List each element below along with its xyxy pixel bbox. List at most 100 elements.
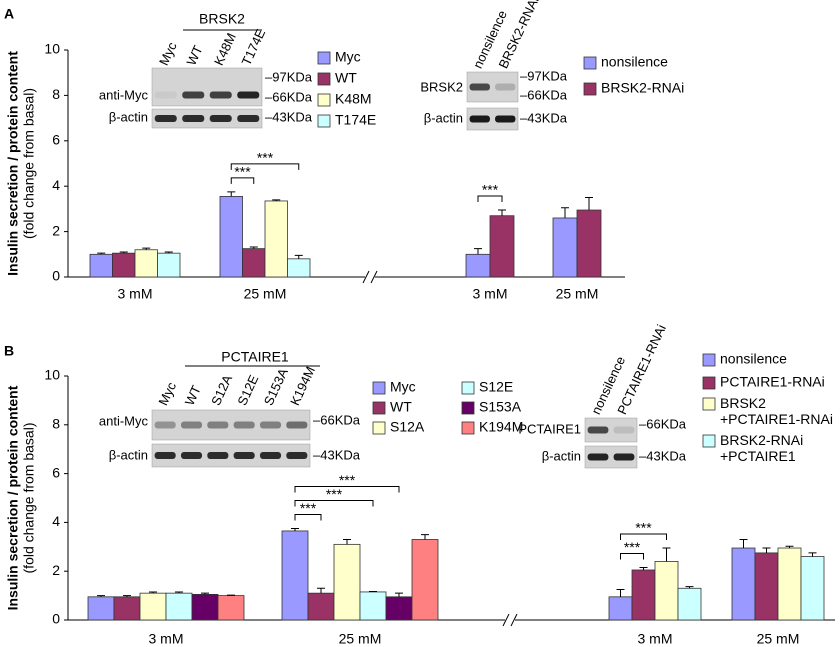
legend-swatch — [461, 381, 475, 395]
blot-marker: –66KDa — [639, 416, 687, 431]
significance-bracket — [620, 553, 644, 560]
bar — [465, 253, 491, 278]
legend-swatch — [372, 381, 386, 395]
x-tick-label: 25 mM — [244, 286, 287, 302]
blot-lane-label: Myc — [156, 39, 180, 67]
bar — [385, 596, 413, 621]
bar — [754, 552, 779, 621]
legend-label: S153A — [479, 399, 522, 415]
error-bar — [164, 251, 173, 254]
x-tick-label: 3 mM — [118, 286, 153, 302]
blot-marker: –97KDa — [265, 69, 313, 84]
blot-lane-label: WT — [183, 43, 205, 68]
significance-bracket — [230, 177, 255, 184]
blot-band — [469, 83, 490, 91]
blot-row-label: anti-Myc — [99, 413, 149, 428]
bar — [631, 569, 656, 621]
error-bar — [639, 567, 648, 570]
blot-band — [237, 91, 260, 99]
y-tick-label: 4 — [52, 177, 60, 193]
error-bar — [808, 552, 817, 557]
blot-band — [286, 452, 308, 459]
x-tick-label: 25 mM — [339, 631, 382, 647]
significance-bracket — [294, 486, 400, 493]
significance-label: *** — [624, 539, 641, 555]
legend-swatch — [317, 93, 331, 107]
x-tick-label: 25 mM — [556, 286, 599, 302]
bar — [139, 592, 167, 621]
bar — [191, 593, 219, 621]
y-axis-label: (fold change from basal) — [21, 423, 37, 574]
blot-panel — [151, 443, 311, 468]
x-tick-label: 25 mM — [757, 631, 800, 647]
error-bar — [343, 538, 351, 545]
significance-label: *** — [300, 500, 317, 516]
blot-band — [233, 452, 255, 459]
panel-label: A — [4, 6, 14, 22]
blot-band — [587, 453, 609, 461]
legend-label: S12A — [390, 419, 425, 435]
error-bar — [97, 252, 106, 255]
bar — [731, 547, 756, 621]
error-bar — [142, 247, 151, 250]
blot-band — [182, 115, 205, 122]
panel-label: B — [4, 343, 14, 359]
bar — [411, 539, 439, 621]
blot-band — [207, 421, 229, 429]
bar — [219, 196, 243, 278]
legend-swatch — [583, 56, 597, 70]
bar — [800, 556, 825, 621]
y-tick-label: 4 — [52, 513, 60, 529]
blot-band — [286, 421, 308, 429]
blot-marker: –97KDa — [520, 68, 568, 83]
y-tick-label: 0 — [52, 268, 60, 284]
blot-band — [209, 91, 232, 99]
blot-lane-label: Myc — [155, 379, 179, 407]
axis-break — [502, 613, 510, 627]
blot-band — [495, 83, 516, 91]
y-tick-label: 0 — [52, 611, 60, 627]
bar — [677, 587, 702, 621]
axis-break — [510, 613, 518, 627]
legend-swatch — [461, 401, 475, 415]
legend-label: WT — [335, 70, 357, 86]
y-tick-label: 2 — [52, 562, 60, 578]
blot-band — [154, 452, 176, 459]
blot-band — [182, 91, 205, 99]
blot-band — [259, 452, 282, 459]
legend-label: nonsilence — [720, 351, 787, 367]
y-axis-label: Insulin secretion / protein content — [5, 385, 21, 610]
y-tick-label: 8 — [52, 86, 60, 102]
legend-label: Myc — [390, 379, 416, 395]
legend-label: BRSK2-RNAi +PCTAIRE1 — [720, 432, 803, 464]
significance-label: *** — [482, 182, 499, 198]
legend-swatch — [372, 421, 386, 435]
blot-row-label: β-actin — [109, 109, 148, 124]
legend-label: S12E — [479, 379, 513, 395]
error-bar — [762, 547, 771, 553]
blot-lane-label: T174E — [238, 26, 268, 67]
error-bar — [249, 246, 258, 249]
legend-swatch — [461, 421, 475, 435]
y-axis-label: (fold change from basal) — [21, 88, 37, 239]
blot-lane-label: S12A — [208, 372, 235, 407]
blot-band — [209, 115, 232, 122]
error-bar — [272, 199, 281, 201]
blot-panel — [584, 445, 638, 469]
blot-marker: –66KDa — [265, 89, 313, 104]
error-bar — [395, 592, 403, 597]
legend-swatch — [583, 82, 597, 96]
blot-band — [495, 115, 516, 123]
legend-swatch — [702, 397, 716, 411]
blot-panel — [151, 67, 263, 107]
y-tick-label: 8 — [52, 416, 60, 432]
bar — [242, 248, 266, 278]
legend-label: PCTAIRE1-RNAi — [720, 374, 825, 390]
error-bar — [317, 587, 325, 594]
error-bar — [149, 591, 157, 594]
blot-marker: –66KDa — [520, 87, 568, 102]
x-tick-label: 3 mM — [473, 286, 508, 302]
blot-band — [154, 91, 177, 99]
bar — [89, 253, 113, 278]
